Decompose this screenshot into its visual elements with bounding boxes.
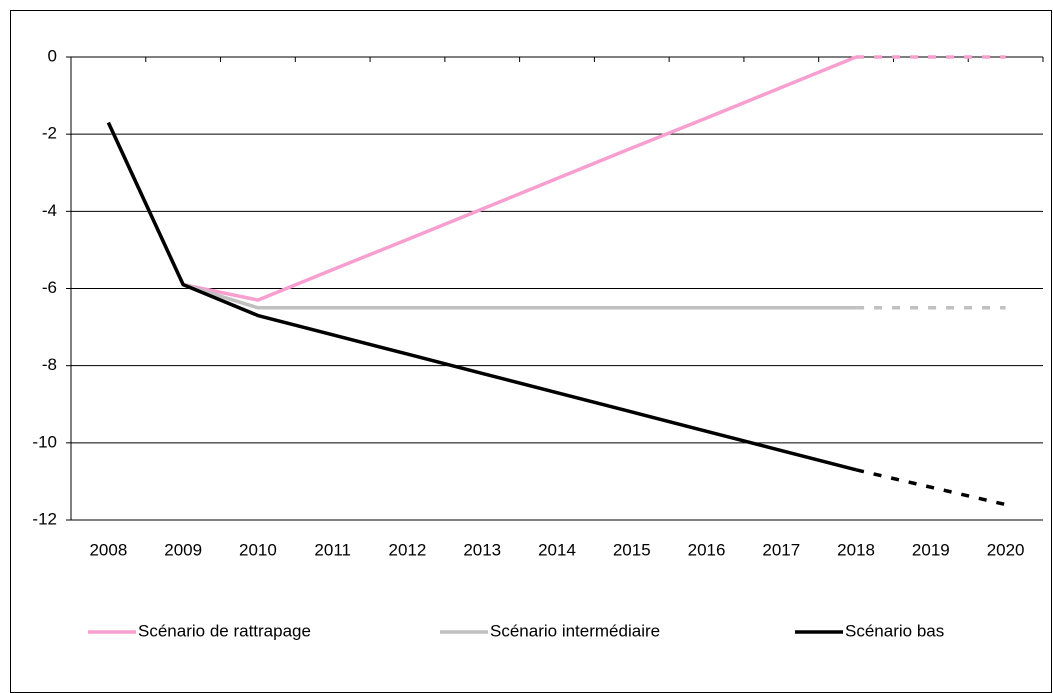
x-tick-label: 2009 <box>164 540 202 559</box>
y-tick-label: -2 <box>42 124 57 143</box>
x-tick-label: 2015 <box>613 540 651 559</box>
y-tick-label: -10 <box>32 432 57 451</box>
x-tick-label: 2014 <box>538 540 576 559</box>
series-line <box>855 468 1007 507</box>
legend-label: Scénario intermédiaire <box>490 621 660 640</box>
x-tick-label: 2018 <box>837 540 875 559</box>
x-tick-label: 2019 <box>912 540 950 559</box>
x-tick-label: 2011 <box>314 540 351 559</box>
series-line <box>106 121 857 310</box>
chart-frame <box>10 10 1052 693</box>
y-tick-label: -6 <box>42 278 57 297</box>
y-tick-label: 0 <box>48 46 57 65</box>
x-tick-label: 2010 <box>239 540 277 559</box>
series-line <box>106 55 857 302</box>
series-line <box>106 121 857 472</box>
legend-label: Scénario bas <box>845 621 944 640</box>
x-tick-label: 2012 <box>389 540 427 559</box>
x-tick-label: 2017 <box>762 540 800 559</box>
y-tick-label: -8 <box>42 355 57 374</box>
x-tick-label: 2013 <box>463 540 501 559</box>
x-tick-label: 2016 <box>688 540 726 559</box>
y-tick-label: -12 <box>32 509 57 528</box>
x-tick-label: 2008 <box>89 540 127 559</box>
x-tick-label: 2020 <box>987 540 1025 559</box>
legend-label: Scénario de rattrapage <box>138 621 311 640</box>
y-tick-label: -4 <box>42 201 57 220</box>
